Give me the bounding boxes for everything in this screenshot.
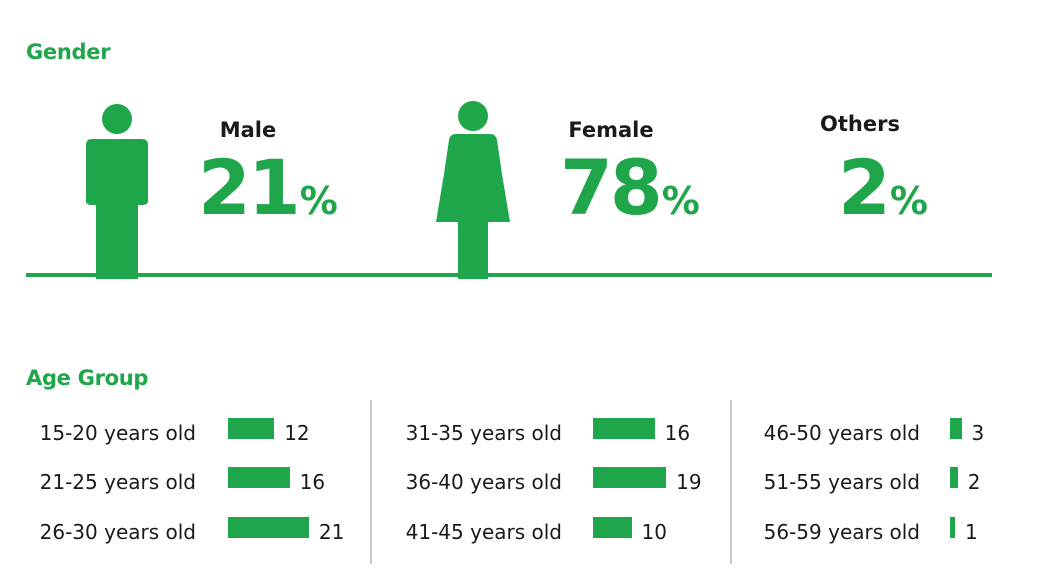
age-group-row: 26-30 years old 21 — [0, 517, 1042, 548]
age-group-value: 1 — [965, 520, 978, 544]
age-group-label: 36-40 years old — [405, 470, 562, 494]
age-group-value: 2 — [967, 470, 981, 494]
gender-section-title: Gender — [26, 40, 111, 64]
age-group-label: 15-20 years old — [39, 421, 196, 445]
age-group-row: 41-45 years old 10 — [0, 517, 1042, 548]
age-group-value: 19 — [676, 470, 702, 494]
age-group-value: 3 — [971, 421, 985, 445]
others-percentage-value: 2 — [838, 143, 891, 232]
male-label: Male — [219, 118, 277, 142]
age-group-value: 10 — [641, 520, 667, 544]
others-percentage-unit: % — [889, 179, 928, 223]
age-group-bar — [228, 517, 309, 538]
female-percentage-value: 78 — [560, 143, 663, 232]
age-group-row: 31-35 years old 16 — [0, 418, 1042, 449]
age-group-row: 15-20 years old 12 — [0, 418, 1042, 449]
age-group-bar — [950, 467, 958, 488]
age-group-bar — [950, 418, 962, 439]
female-percentage-unit: % — [661, 179, 700, 223]
age-group-label: 31-35 years old — [405, 421, 562, 445]
age-group-label: 41-45 years old — [405, 520, 562, 544]
male-percentage-unit: % — [299, 179, 338, 223]
age-group-value: 16 — [299, 470, 326, 494]
column-divider — [730, 400, 732, 564]
age-group-row: 51-55 years old 2 — [0, 467, 1042, 498]
age-group-label: 46-50 years old — [763, 421, 920, 445]
age-group-row: 56-59 years old 1 — [0, 517, 1042, 548]
age-group-bar — [228, 418, 275, 439]
age-group-label: 56-59 years old — [763, 520, 920, 544]
age-group-row: 46-50 years old 3 — [0, 418, 1042, 449]
female-label: Female — [568, 118, 654, 142]
age-group-label: 51-55 years old — [763, 470, 920, 494]
female-percentage: 78% — [560, 150, 700, 226]
age-group-value: 21 — [318, 520, 345, 544]
age-group-row: 36-40 years old 19 — [0, 467, 1042, 498]
male-figure-icon — [86, 104, 148, 279]
age-group-bar — [593, 418, 655, 439]
female-figure-icon — [436, 101, 510, 279]
age-group-label: 26-30 years old — [39, 520, 196, 544]
age-group-bar — [593, 467, 667, 488]
male-percentage: 21% — [198, 150, 338, 226]
age-group-value: 16 — [664, 421, 691, 445]
age-group-row: 21-25 years old 16 — [0, 467, 1042, 498]
age-group-bar — [593, 517, 632, 538]
male-percentage-value: 21 — [198, 143, 301, 232]
others-label: Others — [820, 112, 900, 136]
age-group-bar — [228, 467, 290, 488]
column-divider — [370, 400, 372, 564]
age-group-section-title: Age Group — [26, 366, 149, 390]
age-group-label: 21-25 years old — [39, 470, 196, 494]
age-group-bar — [950, 517, 955, 538]
ground-line — [26, 273, 992, 277]
others-percentage: 2% — [838, 150, 928, 226]
age-group-value: 12 — [284, 421, 310, 445]
